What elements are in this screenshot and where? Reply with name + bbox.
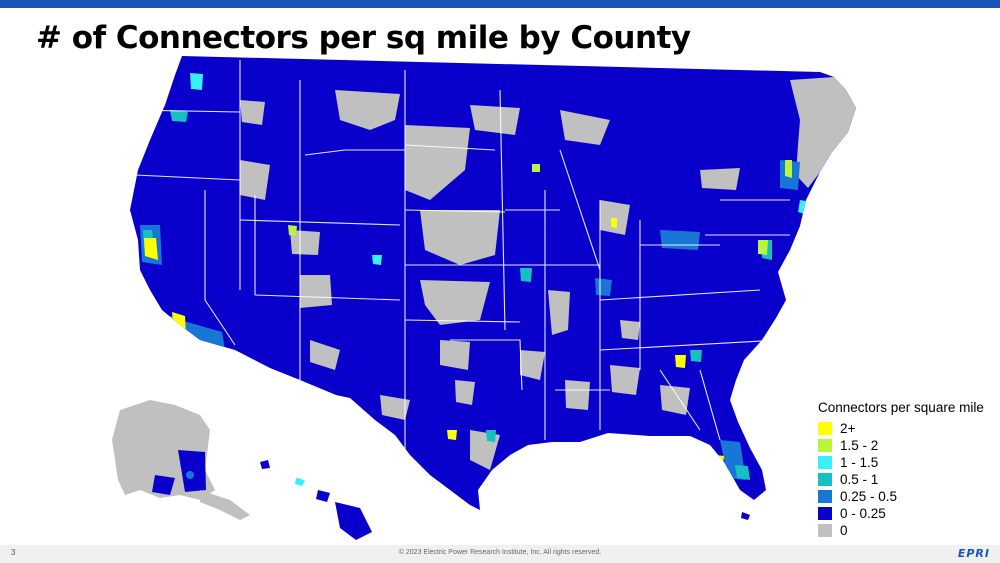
legend-item: 1.5 - 2	[818, 437, 994, 454]
legend-label: 0.5 - 1	[840, 472, 879, 487]
legend-items: 2+ 1.5 - 2 1 - 1.5 0.5 - 1 0.25 - 0.5 0 - 0.2…	[818, 420, 994, 539]
state-borders	[130, 60, 790, 450]
legend-swatch	[818, 507, 832, 520]
legend-label: 0	[840, 523, 848, 538]
page-number: 3	[11, 548, 16, 557]
legend-swatch	[818, 422, 832, 435]
legend-swatch	[818, 490, 832, 503]
legend-swatch	[818, 524, 832, 537]
legend-item: 0.25 - 0.5	[818, 488, 994, 505]
legend-label: 2+	[840, 421, 856, 436]
legend-label: 0.25 - 0.5	[840, 489, 898, 504]
legend-item: 0 - 0.25	[818, 505, 994, 522]
us-county-map	[112, 56, 856, 540]
slide-title: # of Connectors per sq mile by County	[36, 20, 691, 56]
legend-swatch	[818, 473, 832, 486]
high-density-regions	[288, 160, 792, 255]
legend-swatch	[818, 439, 832, 452]
copyright-notice: © 2023 Electric Power Research Institute…	[398, 549, 602, 556]
legend-item: 1 - 1.5	[818, 454, 994, 471]
map-legend: Connectors per square mile 2+ 1.5 - 2 1 - …	[818, 400, 994, 539]
legend-label: 0 - 0.25	[840, 506, 886, 521]
legend-title: Connectors per square mile	[818, 400, 984, 415]
legend-label: 1.5 - 2	[840, 438, 879, 453]
legend-item: 0.5 - 1	[818, 471, 994, 488]
slide-footer: 3 © 2023 Electric Power Research Institu…	[0, 545, 1000, 563]
legend-swatch	[818, 456, 832, 469]
legend-item: 2+	[818, 420, 994, 437]
hawaii	[260, 460, 372, 540]
florida-keys	[741, 512, 750, 520]
epri-logo: EPRI	[957, 547, 990, 560]
alaska	[112, 400, 250, 520]
legend-label: 1 - 1.5	[840, 455, 879, 470]
mainland-us	[130, 56, 856, 510]
legend-item: 0	[818, 522, 994, 539]
top-accent-bar	[0, 0, 1000, 8]
